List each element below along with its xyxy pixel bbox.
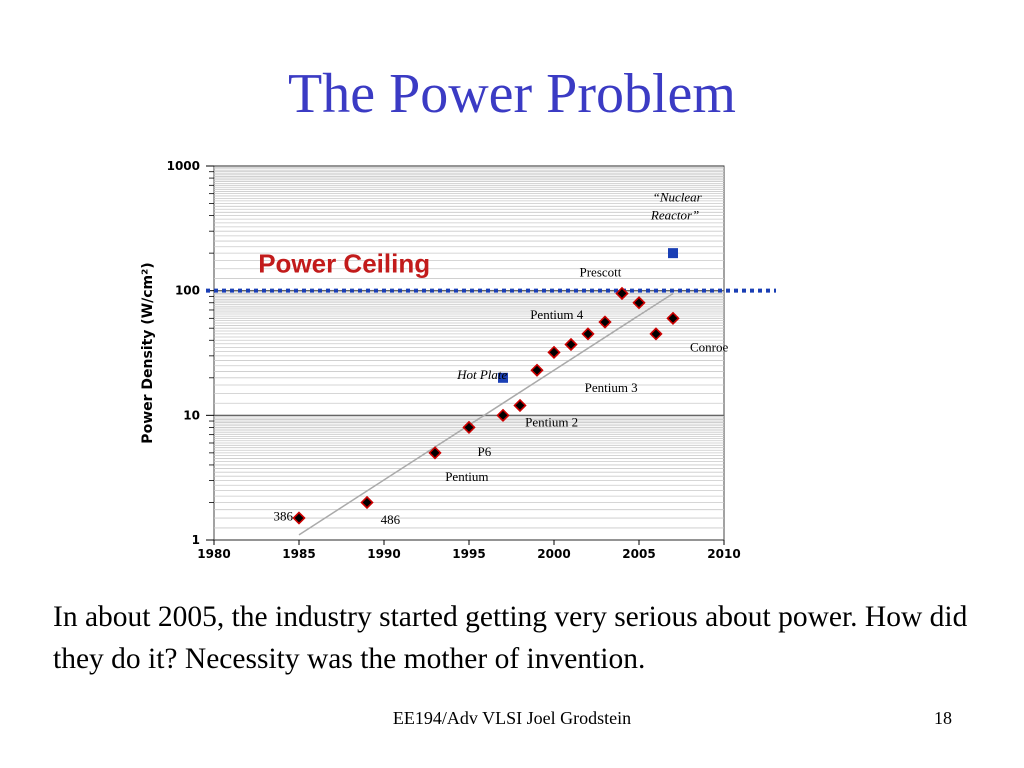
- cpu-point: [292, 511, 306, 525]
- y-tick-label: 100: [175, 284, 200, 298]
- plot-area: [213, 165, 725, 541]
- y-axis-label: Power Density (W/cm²): [140, 262, 156, 443]
- point-label: Pentium: [445, 469, 488, 484]
- point-label: P6: [478, 444, 492, 459]
- x-tick-label: 1995: [452, 547, 485, 561]
- chart-points: [292, 248, 680, 525]
- reference-point: [498, 372, 508, 383]
- cpu-point: [530, 363, 544, 377]
- x-tick-label: 2000: [537, 547, 570, 561]
- y-tick-label: 1: [192, 533, 200, 547]
- point-label: Pentium 2: [525, 414, 578, 429]
- x-tick-label: 2005: [622, 547, 655, 561]
- cpu-point: [581, 327, 595, 341]
- reference-point: [668, 248, 678, 259]
- cpu-point: [547, 345, 561, 359]
- point-label: Conroe: [690, 340, 729, 355]
- cpu-point: [666, 311, 680, 325]
- power-density-chart: 1 10 100 1000 1980 1985 1990 1995 2000 2005 2010 Po…: [140, 159, 776, 561]
- body-text: In about 2005, the industry started gett…: [53, 601, 968, 675]
- point-label: Pentium 4: [530, 307, 584, 322]
- cpu-point: [513, 398, 527, 413]
- chart-ceiling: Power Ceiling: [206, 249, 776, 293]
- cpu-point: [496, 408, 510, 422]
- x-tick-label: 1985: [282, 547, 315, 561]
- cpu-point: [615, 286, 629, 301]
- power-ceiling-label: Power Ceiling: [258, 249, 430, 279]
- point-label: 486: [381, 512, 401, 527]
- point-label: Pentium 3: [585, 380, 638, 395]
- chart-grid: [213, 165, 725, 541]
- point-label: Hot Plate: [456, 367, 507, 382]
- x-tick-label: 2010: [707, 547, 740, 561]
- cpu-point: [462, 420, 476, 435]
- point-label: 386: [274, 508, 294, 523]
- page-number: 18: [934, 708, 952, 728]
- cpu-point: [649, 327, 663, 341]
- chart-axes: 1 10 100 1000 1980 1985 1990 1995 2000 2005 2010 Po…: [140, 159, 741, 561]
- cpu-point: [632, 296, 646, 310]
- chart-trend: [298, 292, 674, 536]
- slide-title: The Power Problem: [288, 63, 736, 125]
- cpu-point: [598, 315, 612, 329]
- x-tick-label: 1980: [197, 547, 230, 561]
- trend-line: [298, 292, 674, 536]
- cpu-point: [564, 337, 578, 352]
- y-tick-label: 10: [183, 408, 200, 422]
- point-label: “Nuclear: [653, 189, 703, 204]
- cpu-point: [360, 495, 374, 510]
- cpu-point: [428, 446, 442, 460]
- point-label: Prescott: [580, 264, 622, 279]
- y-tick-label: 1000: [167, 159, 200, 173]
- point-label: Reactor”: [650, 208, 699, 223]
- chart-labels: 386 486 Pentium P6 Pentium 2 Pentium 3 Hot Pla…: [274, 189, 729, 526]
- footer-course: EE194/Adv VLSI Joel Grodstein: [392, 708, 632, 728]
- x-tick-label: 1990: [367, 547, 400, 561]
